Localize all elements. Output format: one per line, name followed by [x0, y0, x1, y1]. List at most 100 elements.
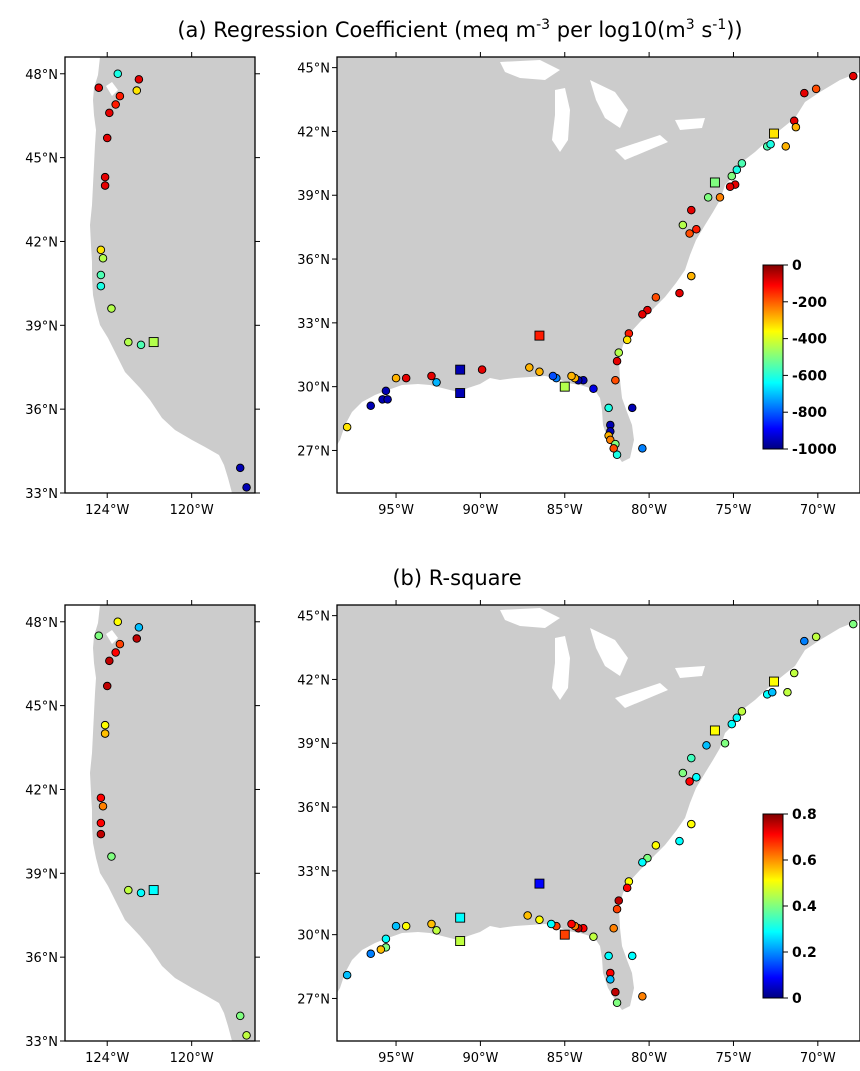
station-marker [612, 356, 622, 366]
station-marker [687, 819, 696, 829]
station-marker [96, 245, 106, 255]
lake-superior [500, 60, 560, 80]
y-tick-label: 30°N [297, 381, 330, 396]
station-marker [567, 371, 576, 381]
station-marker [96, 818, 106, 828]
station-marker [535, 915, 544, 925]
panel-b-west-map [64, 604, 256, 1042]
colorbar-tick-label: 0 [792, 258, 802, 274]
x-tick-label: 120°W [170, 503, 214, 518]
station-marker-square [709, 177, 720, 188]
station-marker [401, 373, 411, 383]
lake-huron [590, 80, 628, 128]
colorbar-tick-label: -1000 [792, 442, 837, 458]
station-marker [614, 896, 623, 905]
station-marker [427, 919, 436, 929]
lake-michigan [552, 88, 570, 152]
station-marker-square [148, 885, 159, 896]
station-marker [604, 951, 613, 961]
station-marker [100, 181, 110, 190]
station-marker [132, 634, 142, 643]
station-marker [111, 648, 120, 657]
lake-erie [615, 683, 668, 708]
y-tick-label: 39°N [25, 319, 58, 334]
station-marker [535, 367, 544, 377]
station-marker [94, 631, 104, 640]
panel-a-colorbar: 0 -200 -400 -600 -800 -1000 [762, 258, 837, 458]
station-marker [235, 1011, 245, 1021]
y-tick-label: 33°N [297, 865, 330, 880]
station-marker [98, 801, 108, 811]
frame [336, 56, 860, 494]
station-marker [115, 91, 125, 101]
land-east [337, 57, 860, 462]
station-marker [627, 403, 637, 413]
y-tick-label: 48°N [25, 616, 58, 631]
x-tick-label: 95°W [378, 1051, 414, 1066]
panel-b-colorbar: 0.8 0.6 0.4 0.2 0 [762, 807, 817, 1007]
station-marker [768, 687, 777, 697]
station-marker [102, 681, 112, 691]
panel-b-axes: 124°W 120°W 48°N 45°N 42°N 39°N 36°N 33°N 95°W 90… [25, 600, 836, 1066]
station-marker [432, 926, 441, 935]
station-marker-square [534, 330, 545, 341]
station-marker [638, 444, 647, 453]
lake-ontario [675, 666, 705, 678]
colorbar-gradient [762, 813, 784, 999]
station-marker [96, 793, 106, 803]
station-marker [100, 720, 110, 730]
station-marker [811, 84, 821, 94]
station-marker [687, 205, 696, 215]
panel-a: (a) Regression Coefficient (meq m-3 per … [25, 17, 860, 518]
panel-b-title: (b) R-square [392, 566, 521, 590]
y-tick-label: 39°N [25, 867, 58, 882]
colorbar-tick-label: -200 [792, 295, 827, 311]
station-marker [638, 310, 647, 319]
station-marker [685, 229, 694, 238]
station-marker [381, 386, 391, 396]
station-marker [638, 858, 647, 867]
y-tick-label: 27°N [297, 992, 330, 1007]
station-marker [113, 617, 123, 627]
station-marker [622, 883, 632, 893]
station-marker [638, 992, 647, 1001]
x-tick-label: 80°W [631, 503, 667, 518]
station-marker [687, 271, 696, 281]
station-marker [342, 422, 352, 432]
y-tick-label: 45°N [25, 700, 58, 715]
station-marker [692, 225, 701, 234]
colorbar-tick-label: 0.4 [792, 899, 817, 915]
station-marker [523, 911, 532, 920]
station-marker [611, 987, 620, 997]
station-marker [800, 636, 809, 646]
station-marker [132, 86, 142, 95]
station-marker [105, 656, 114, 666]
colorbar-tick-label: -400 [792, 332, 827, 348]
station-marker [136, 340, 146, 350]
colorbar-tick-label: 0.6 [792, 853, 817, 869]
station-marker [702, 741, 711, 750]
station-marker [678, 220, 688, 230]
station-marker [134, 75, 144, 84]
station-marker [242, 483, 251, 492]
station-marker [675, 288, 684, 298]
station-marker [107, 852, 116, 861]
station-marker [627, 951, 637, 961]
station-marker-square [709, 725, 720, 736]
land-east [337, 605, 860, 1010]
y-tick-label: 27°N [297, 444, 330, 459]
panel-a-title: (a) Regression Coefficient (meq m-3 per … [177, 17, 742, 42]
station-marker [124, 337, 133, 347]
station-marker [589, 932, 598, 942]
station-marker [366, 401, 375, 411]
colorbar-gradient [762, 264, 784, 450]
station-marker [727, 171, 737, 181]
station-marker-square [769, 676, 779, 687]
y-tick-label: 36°N [25, 951, 58, 966]
x-tick-label: 124°W [85, 503, 129, 518]
panel-a-west-map [64, 56, 256, 494]
y-tick-label: 33°N [25, 487, 58, 502]
x-tick-label: 90°W [462, 1051, 498, 1066]
y-tick-label: 36°N [25, 403, 58, 418]
